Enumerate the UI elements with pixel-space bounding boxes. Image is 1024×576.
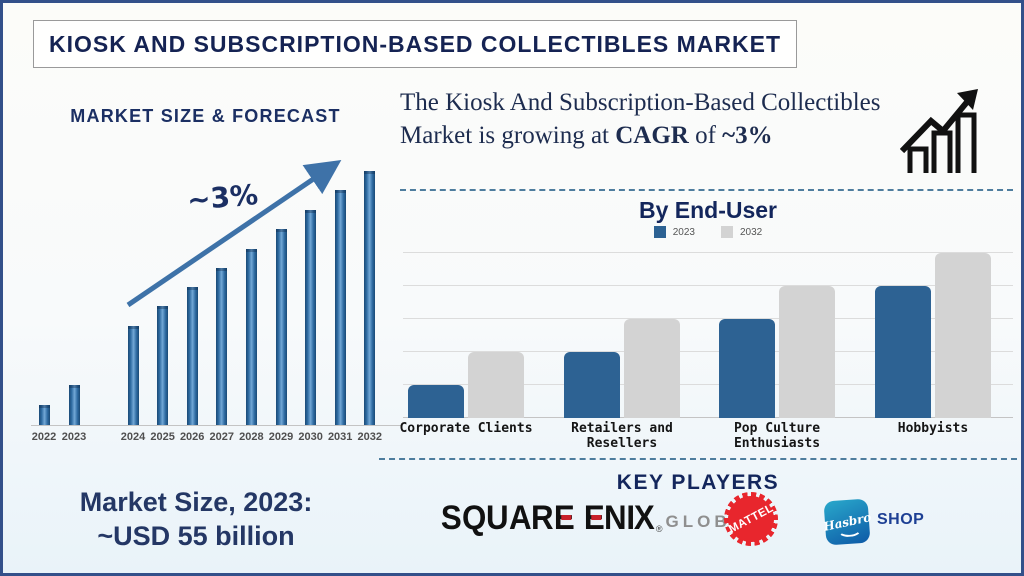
se-letter: N (604, 499, 627, 537)
growth-chart-icon (900, 89, 978, 173)
bar-2032-pop-culture-enthusiasts (779, 286, 835, 418)
gridline (403, 285, 1013, 286)
cagr-text-1: The Kiosk And Subscription-Based Collect… (400, 89, 881, 149)
title-banner: KIOSK AND SUBSCRIPTION-BASED COLLECTIBLE… (33, 20, 797, 68)
category-label: Hobbyists (897, 421, 969, 436)
x-axis-line (403, 417, 1013, 418)
caption-line1: Market Size, 2023: (79, 487, 313, 517)
forecast-bar-2028 (245, 249, 257, 425)
gridline (403, 384, 1013, 385)
forecast-bar-2026 (186, 287, 198, 425)
cagr-text-2: of (688, 121, 723, 149)
cagr-term: CAGR (615, 121, 689, 149)
cagr-value: ~3% (722, 121, 773, 149)
key-players-heading: KEY PLAYERS (616, 471, 780, 494)
year-axis-labels: 2022 2023 2024 2025 2026 2027 2028 2029 2030 2031… (31, 431, 403, 447)
gridline (403, 351, 1013, 352)
bar-2032-corporate-clients (468, 352, 524, 418)
cagr-paragraph: The Kiosk And Subscription-Based Collect… (400, 87, 908, 152)
forecast-heading: MARKET SIZE & FORECAST (70, 106, 341, 126)
legend-swatch-2032 (721, 226, 733, 238)
se-letter: E (554, 501, 575, 535)
gridline (403, 252, 1013, 253)
se-letter: U (486, 499, 509, 537)
legend-item-2032: 2032 (721, 226, 762, 238)
year-label-2026: 2026 (179, 431, 205, 443)
cagr-annotation: ~3% (185, 177, 260, 218)
category-label: Corporate Clients (399, 421, 533, 436)
se-letter: E (583, 501, 604, 535)
mattel-logo: MATTEL (724, 492, 778, 546)
forecast-bar-2030 (305, 210, 317, 425)
year-label-2029: 2029 (268, 431, 294, 443)
forecast-bar-2029 (275, 229, 287, 425)
bar-2032-retailers-and-resellers (624, 319, 680, 418)
forecast-bar-2024 (127, 326, 139, 425)
year-label-2028: 2028 (239, 431, 264, 443)
square-enix-logo: SQUAREENIX ® GLOBAL (440, 501, 761, 535)
red-accent (590, 515, 601, 521)
year-label-2022: 2022 (31, 431, 57, 443)
legend-swatch-2023 (653, 226, 666, 238)
caption-line2: ~USD 55 billion (97, 521, 295, 552)
category-label: Pop Culture Enthusiasts (733, 421, 821, 451)
trend-arrow-icon (126, 159, 342, 308)
year-label-2025: 2025 (150, 431, 175, 443)
se-letter: X (634, 499, 655, 537)
year-label-2024: 2024 (120, 431, 146, 443)
forecast-bar-2022 (38, 405, 50, 425)
se-letter: Q (461, 499, 487, 537)
forecast-chart: ~3% 2022 2023 2024 2025 2026 2027 2028 2029 2030… (31, 135, 403, 443)
hasbro-wordmark: Hasbro (821, 510, 873, 534)
forecast-bar-2027 (216, 268, 228, 425)
bar-2023-retailers-and-resellers (564, 352, 620, 418)
se-letter: A (508, 499, 532, 537)
category-label: Retailers and Resellers (571, 421, 673, 451)
gridline (403, 318, 1013, 319)
legend-item-2023: 2023 (653, 226, 695, 238)
mattel-wordmark: MATTEL (726, 502, 776, 536)
forecast-bar-2032 (364, 171, 376, 425)
hasbro-logo: Hasbro (821, 498, 873, 546)
legend-label: 2032 (740, 226, 763, 238)
x-axis-line (31, 425, 401, 426)
square-enix-wordmark: SQUAREENIX (440, 499, 655, 537)
red-accent (560, 515, 571, 521)
end-user-legend: 2023 2032 (508, 226, 908, 238)
se-letter: I (626, 499, 635, 537)
bar-2023-hobbyists (875, 286, 931, 418)
hasbro-shop-label: SHOP (877, 511, 925, 528)
divider-bottom (379, 458, 1017, 460)
year-label-2031: 2031 (327, 431, 353, 443)
se-letter: R (531, 499, 554, 537)
registered-mark: ® (655, 524, 663, 534)
divider-top (400, 189, 1013, 191)
year-label-2030: 2030 (298, 431, 323, 443)
forecast-bar-2025 (157, 306, 169, 425)
year-label-2023: 2023 (61, 431, 87, 443)
legend-label: 2023 (672, 226, 695, 238)
bar-2023-pop-culture-enthusiasts (719, 319, 775, 418)
end-user-title: By End-User (638, 197, 778, 223)
se-letter: S (440, 499, 462, 537)
year-label-2027: 2027 (209, 431, 235, 443)
page-title: KIOSK AND SUBSCRIPTION-BASED COLLECTIBLE… (48, 30, 782, 57)
year-label-2032: 2032 (357, 431, 383, 443)
bar-2023-corporate-clients (408, 385, 464, 418)
forecast-bar-2023 (68, 385, 80, 425)
market-size-caption: Market Size, 2023: ~USD 55 billion (31, 485, 361, 553)
end-user-chart: Corporate Clients Retailers and Resellers… (399, 252, 1013, 451)
bar-2032-hobbyists (935, 253, 991, 418)
